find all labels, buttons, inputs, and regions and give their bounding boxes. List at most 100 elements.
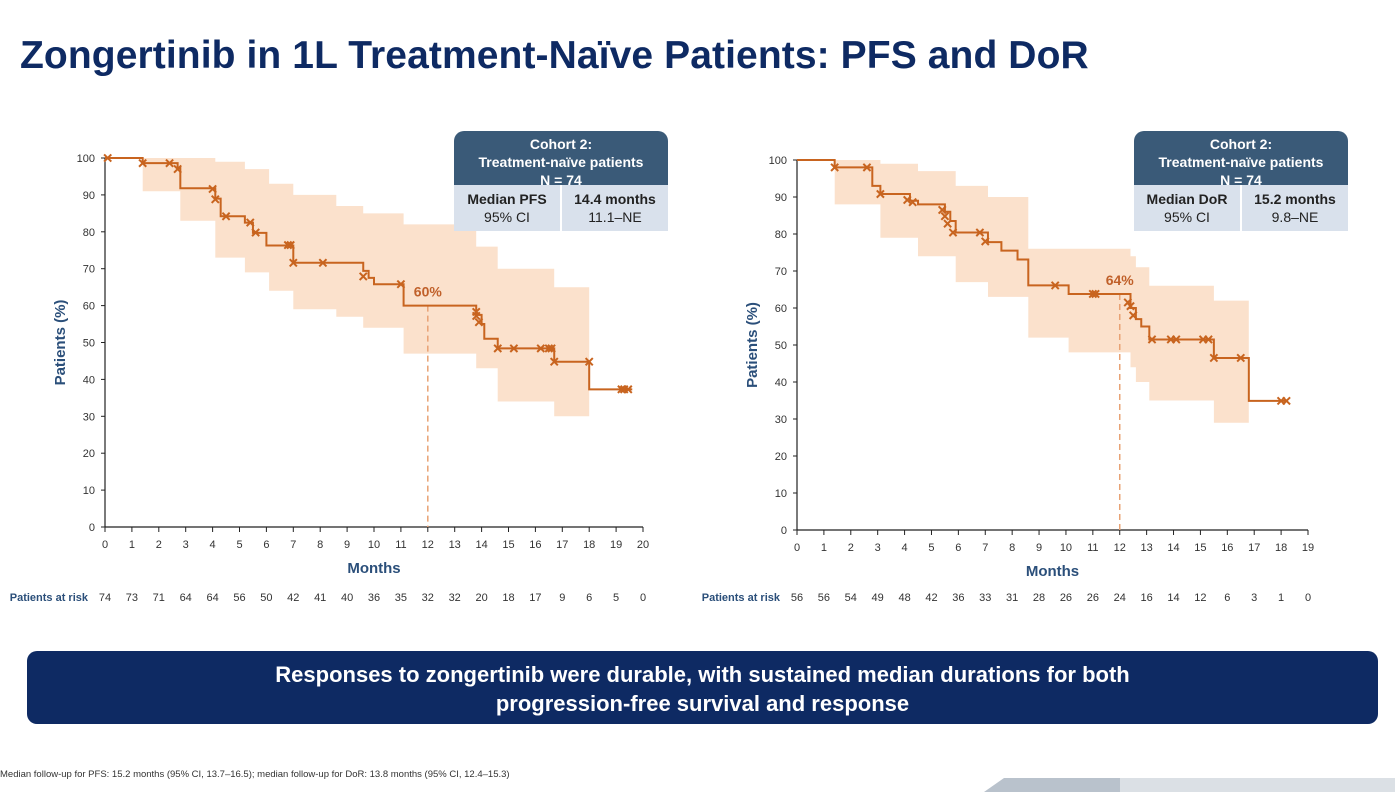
censor-stroke bbox=[396, 279, 406, 289]
pfs-box-value-cell: 14.4 months 11.1–NE bbox=[560, 185, 668, 231]
censor-mark bbox=[286, 240, 295, 250]
censor-mark bbox=[943, 219, 952, 228]
dor-box-header: Cohort 2: Treatment-naïve patients N = 7… bbox=[1134, 131, 1348, 188]
censor-mark bbox=[1282, 396, 1291, 406]
x-tick-label: 9 bbox=[1036, 542, 1042, 554]
banner-line-1: Responses to zongertinib were durable, w… bbox=[275, 662, 1130, 687]
censor-mark bbox=[862, 163, 872, 172]
at-risk-count: 17 bbox=[529, 592, 541, 604]
censor-mark bbox=[318, 258, 328, 268]
at-risk-count: 24 bbox=[1114, 592, 1126, 604]
y-tick-label: 50 bbox=[775, 340, 787, 352]
x-tick-label: 14 bbox=[475, 539, 487, 551]
censor-stroke bbox=[1128, 311, 1138, 320]
censor-stroke bbox=[980, 237, 990, 246]
censor-stroke bbox=[908, 197, 917, 207]
censor-stroke bbox=[165, 158, 174, 168]
x-tick-label: 8 bbox=[317, 539, 323, 551]
at-risk-count: 20 bbox=[475, 592, 487, 604]
x-tick-label: 7 bbox=[290, 539, 296, 551]
at-risk-count: 36 bbox=[952, 592, 964, 604]
at-risk-count: 73 bbox=[126, 592, 138, 604]
censor-stroke bbox=[474, 317, 484, 327]
x-tick-label: 4 bbox=[210, 539, 216, 551]
censor-stroke bbox=[544, 344, 554, 353]
censor-stroke bbox=[1204, 335, 1213, 344]
censor-mark bbox=[940, 211, 950, 221]
censor-mark bbox=[547, 344, 556, 353]
censor-stroke bbox=[318, 258, 328, 268]
censor-mark bbox=[1204, 335, 1213, 344]
x-tick-label: 3 bbox=[183, 539, 189, 551]
censor-stroke bbox=[948, 228, 958, 237]
landmark-annotation: 60% bbox=[414, 284, 443, 300]
at-risk-count: 32 bbox=[449, 592, 461, 604]
ci-band bbox=[797, 160, 1249, 423]
censor-mark bbox=[975, 228, 985, 237]
censor-mark bbox=[283, 240, 293, 250]
censor-stroke bbox=[210, 195, 220, 204]
x-tick-label: 4 bbox=[902, 542, 908, 554]
x-tick-label: 18 bbox=[583, 539, 595, 551]
censor-mark bbox=[474, 317, 484, 327]
x-tick-label: 9 bbox=[344, 539, 350, 551]
censor-stroke bbox=[509, 344, 519, 353]
x-tick-label: 2 bbox=[848, 542, 854, 554]
censor-mark bbox=[544, 344, 554, 353]
x-tick-label: 6 bbox=[263, 539, 269, 551]
censor-mark bbox=[623, 385, 633, 394]
censor-mark bbox=[876, 189, 885, 199]
landmark-annotation: 64% bbox=[1106, 272, 1135, 288]
censor-stroke bbox=[1171, 335, 1181, 344]
x-tick-label: 7 bbox=[982, 542, 988, 554]
censor-mark bbox=[1236, 353, 1246, 363]
y-tick-label: 40 bbox=[83, 374, 95, 386]
censor-stroke bbox=[288, 258, 298, 268]
x-tick-label: 20 bbox=[637, 539, 649, 551]
pfs-box-n: N = 74 bbox=[540, 172, 582, 188]
y-axis-title: Patients (%) bbox=[744, 302, 761, 388]
at-risk-label: Patients at risk bbox=[702, 592, 781, 604]
y-tick-label: 10 bbox=[775, 488, 787, 500]
x-tick-label: 17 bbox=[556, 539, 568, 551]
dor-summary-box: Cohort 2: Treatment-naïve patients N = 7… bbox=[1134, 131, 1348, 231]
at-risk-count: 0 bbox=[1305, 592, 1311, 604]
at-risk-count: 64 bbox=[206, 592, 218, 604]
at-risk-count: 42 bbox=[287, 592, 299, 604]
censor-mark bbox=[396, 279, 406, 289]
x-tick-label: 0 bbox=[794, 542, 800, 554]
ci-band bbox=[105, 158, 590, 417]
y-tick-label: 90 bbox=[83, 190, 95, 202]
y-tick-label: 0 bbox=[781, 525, 787, 537]
censor-stroke bbox=[286, 240, 295, 250]
x-tick-label: 17 bbox=[1248, 542, 1260, 554]
dor-ci-value: 9.8–NE bbox=[1271, 209, 1319, 225]
at-risk-count: 16 bbox=[1141, 592, 1153, 604]
dor-box-label-cell: Median DoR 95% CI bbox=[1134, 185, 1240, 231]
y-tick-label: 40 bbox=[775, 377, 787, 389]
km-curve bbox=[797, 159, 1287, 402]
pfs-ci-value: 11.1–NE bbox=[588, 209, 642, 225]
at-risk-count: 0 bbox=[640, 592, 646, 604]
censor-stroke bbox=[103, 153, 112, 163]
censor-stroke bbox=[1050, 281, 1060, 290]
at-risk-count: 64 bbox=[180, 592, 192, 604]
censor-mark bbox=[948, 228, 958, 237]
dor-box-n: N = 74 bbox=[1220, 172, 1262, 188]
x-tick-label: 10 bbox=[368, 539, 380, 551]
at-risk-count: 9 bbox=[559, 592, 565, 604]
y-axis-title: Patients (%) bbox=[52, 300, 69, 386]
y-tick-label: 20 bbox=[775, 451, 787, 463]
at-risk-count: 6 bbox=[586, 592, 592, 604]
censor-mark bbox=[1209, 353, 1219, 363]
at-risk-count: 54 bbox=[845, 592, 857, 604]
dor-box-cohort: Cohort 2: bbox=[1209, 136, 1273, 152]
x-tick-label: 13 bbox=[449, 539, 461, 551]
at-risk-count: 36 bbox=[368, 592, 380, 604]
censor-stroke bbox=[1126, 301, 1135, 311]
censor-stroke bbox=[617, 385, 626, 394]
censor-mark bbox=[1147, 335, 1157, 344]
censor-stroke bbox=[173, 164, 182, 174]
censor-stroke bbox=[623, 385, 633, 394]
censor-stroke bbox=[283, 240, 293, 250]
